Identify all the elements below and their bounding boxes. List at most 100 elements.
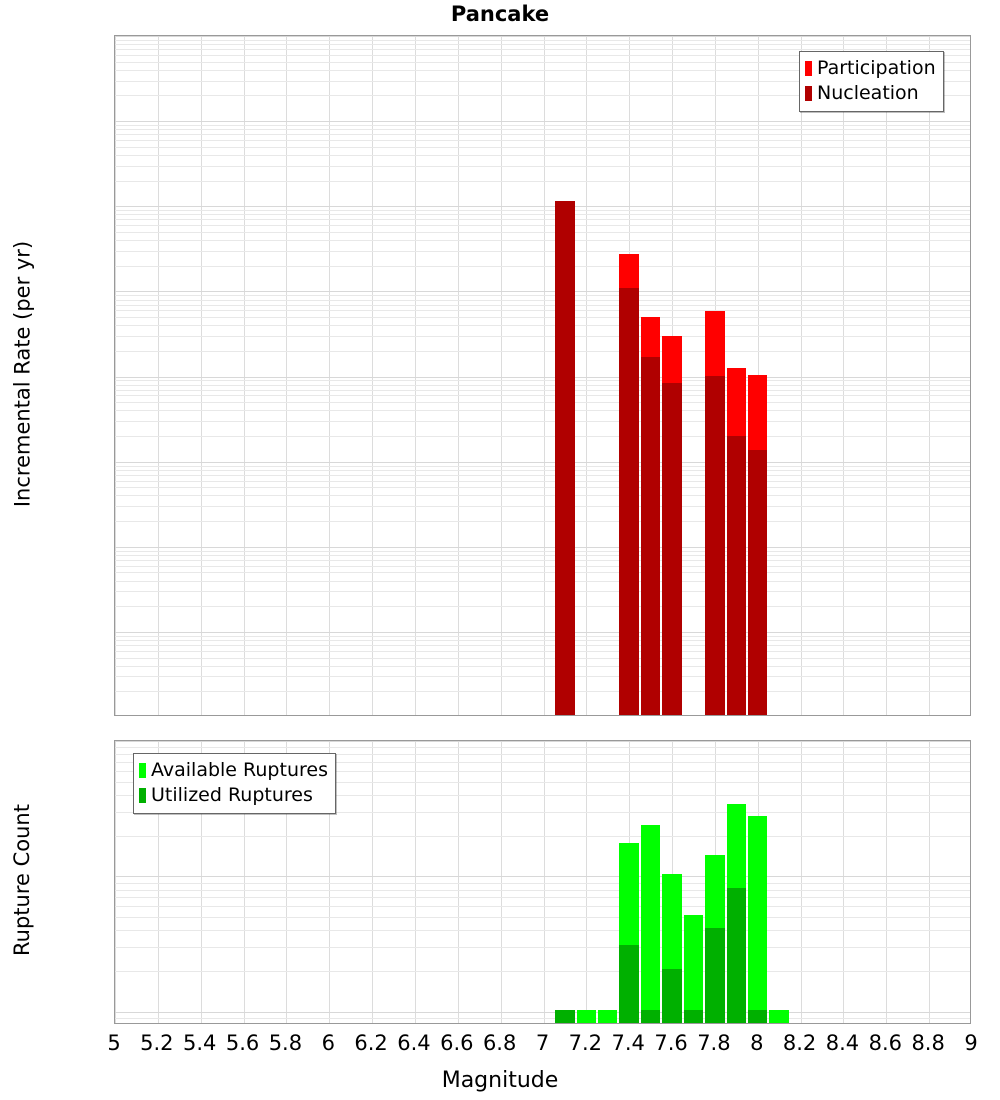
bar-group — [598, 741, 618, 1023]
gridline-vertical — [800, 36, 802, 715]
gridline-horizontal — [115, 795, 970, 796]
bar-segment-nucleation — [662, 382, 682, 715]
top-y-axis-title: Incremental Rate (per yr) — [10, 240, 34, 507]
gridline-horizontal — [115, 762, 970, 763]
gridline-horizontal — [115, 129, 970, 130]
gridline-horizontal — [115, 232, 970, 233]
top-legend: Participation Nucleation — [799, 51, 944, 112]
bar-group — [683, 741, 704, 1023]
bottom-bar-series — [115, 741, 970, 1023]
gridline-horizontal — [115, 214, 970, 215]
bar-segment-utilized-ruptures — [683, 1009, 704, 1023]
gridline-horizontal — [115, 219, 970, 220]
gridline-vertical — [329, 741, 331, 1023]
gridline-horizontal — [115, 310, 970, 311]
gridline-horizontal — [115, 466, 970, 467]
gridline-horizontal — [115, 166, 970, 167]
gridline-horizontal — [115, 481, 970, 482]
gridline-horizontal — [115, 640, 970, 641]
gridline-vertical — [243, 36, 245, 715]
gridline-vertical — [414, 741, 416, 1023]
gridline-horizontal — [115, 385, 970, 386]
gridline-horizontal — [115, 747, 970, 748]
gridline-horizontal — [115, 555, 970, 556]
gridline-vertical — [929, 741, 931, 1023]
legend-label: Utilized Ruptures — [151, 784, 313, 806]
legend-item[interactable]: Available Ruptures — [139, 758, 328, 783]
gridline-horizontal — [115, 325, 970, 326]
gridline-horizontal — [115, 930, 970, 931]
gridline-horizontal — [115, 44, 970, 45]
gridline-vertical — [886, 741, 888, 1023]
gridline-horizontal — [115, 645, 970, 646]
top-plot-area — [114, 35, 971, 716]
bar-segment-nucleation — [555, 200, 575, 715]
gridline-horizontal — [115, 560, 970, 561]
gridline-horizontal — [115, 225, 970, 226]
top-bar-series — [115, 36, 970, 715]
gridline-horizontal — [115, 55, 970, 56]
bar-segment-available-ruptures — [769, 1009, 789, 1023]
gridline-horizontal — [115, 475, 970, 476]
bar-group — [576, 741, 597, 1023]
legend-item[interactable]: Participation — [805, 56, 936, 81]
legend-label: Participation — [817, 57, 936, 79]
gridline-vertical — [843, 36, 845, 715]
gridline-horizontal — [115, 771, 970, 772]
gridline-horizontal — [115, 36, 970, 37]
gridline-horizontal — [115, 551, 970, 552]
legend-swatch-icon — [139, 788, 146, 803]
x-tick-label: 7.2 — [568, 1031, 603, 1055]
gridline-horizontal — [115, 890, 970, 891]
gridline-vertical — [115, 741, 116, 1023]
gridline-horizontal — [115, 351, 970, 352]
bar-group — [662, 741, 682, 1023]
bar-segment-available-ruptures — [576, 1009, 597, 1023]
gridline-vertical — [543, 36, 545, 715]
gridline-horizontal — [115, 421, 970, 422]
bar-group — [705, 741, 725, 1023]
gridline-horizontal — [115, 676, 970, 677]
gridline-horizontal — [115, 147, 970, 148]
bar-segment-utilized-ruptures — [640, 1009, 661, 1023]
gridline-vertical — [200, 36, 202, 715]
gridline-horizontal — [115, 266, 970, 267]
gridline-horizontal — [115, 291, 970, 292]
gridline-vertical — [414, 36, 416, 715]
bar-group — [619, 36, 639, 715]
gridline-horizontal — [115, 632, 970, 633]
gridline-horizontal — [115, 317, 970, 318]
gridline-horizontal — [115, 49, 970, 50]
gridline-horizontal — [115, 487, 970, 488]
x-tick-label: 6.2 — [354, 1031, 388, 1055]
bar-segment-nucleation — [619, 287, 639, 715]
x-tick-label: 5.8 — [268, 1031, 303, 1055]
x-tick-label: 7.6 — [654, 1031, 688, 1055]
bar-segment-nucleation — [726, 435, 747, 715]
bar-segment-utilized-ruptures — [662, 969, 682, 1023]
bottom-gridlines — [115, 741, 970, 1023]
x-tick-label: 7 — [535, 1031, 550, 1055]
x-tick-label: 7.4 — [611, 1031, 645, 1055]
bottom-legend: Available Ruptures Utilized Ruptures — [133, 753, 336, 814]
gridline-horizontal — [115, 81, 970, 82]
gridline-horizontal — [115, 581, 970, 582]
gridline-vertical — [329, 36, 331, 715]
gridline-vertical — [586, 36, 588, 715]
x-tick-label: 8.4 — [825, 1031, 860, 1055]
bar-group — [640, 741, 661, 1023]
gridline-horizontal — [115, 754, 970, 755]
gridline-horizontal — [115, 155, 970, 156]
legend-item[interactable]: Nucleation — [805, 81, 936, 106]
gridline-horizontal — [115, 210, 970, 211]
legend-swatch-icon — [805, 86, 812, 101]
gridline-horizontal — [115, 741, 970, 742]
legend-item[interactable]: Utilized Ruptures — [139, 783, 328, 808]
bar-group — [555, 36, 575, 715]
gridline-horizontal — [115, 566, 970, 567]
gridline-horizontal — [115, 470, 970, 471]
gridline-horizontal — [115, 606, 970, 607]
x-tick-label: 5.2 — [140, 1031, 174, 1055]
x-tick-label: 8.8 — [911, 1031, 945, 1055]
